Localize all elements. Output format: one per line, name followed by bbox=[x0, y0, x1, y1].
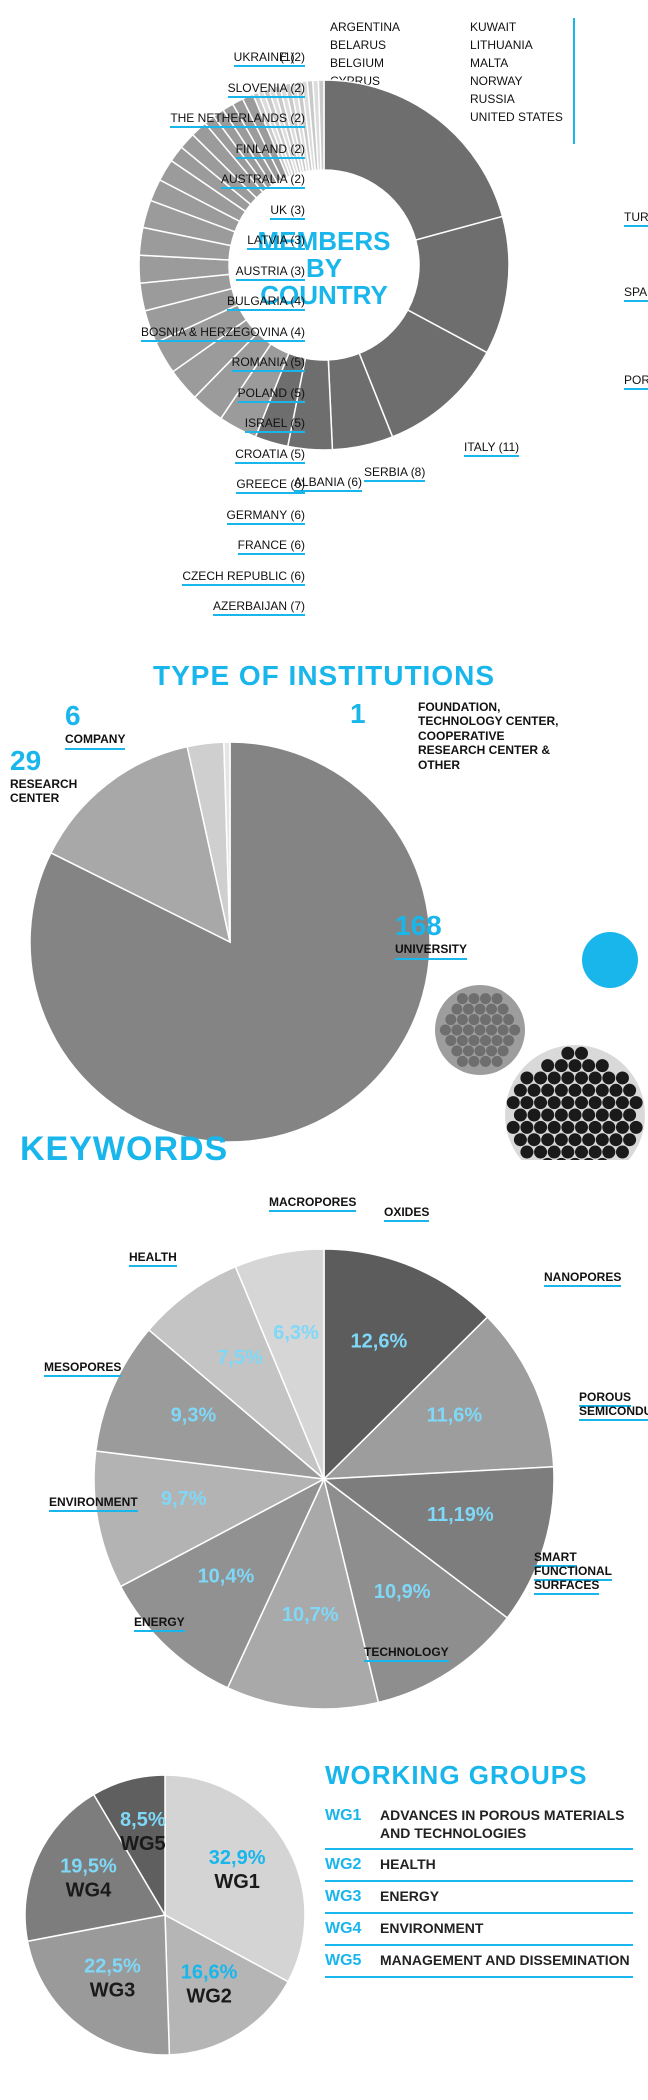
svg-text:8,5%: 8,5% bbox=[120, 1809, 166, 1831]
keyword-label-health: HEALTH bbox=[129, 1250, 177, 1264]
country-label-portugal: PORTUGAL (23) bbox=[624, 373, 648, 387]
working-group-desc-wg4: ENVIRONMENT bbox=[380, 1920, 483, 1938]
country-label-ukraine: UKRAINE (2) bbox=[5, 50, 305, 64]
svg-text:32,9%: 32,9% bbox=[209, 1847, 266, 1869]
keyword-label-mesopores: MESOPORES bbox=[44, 1360, 121, 1374]
country-label-croatia: CROATIA (5) bbox=[5, 447, 305, 461]
svg-text:WG1: WG1 bbox=[214, 1871, 260, 1893]
working-group-code-wg5: WG5 bbox=[325, 1952, 380, 1970]
institutions-label-research: 29 bbox=[10, 745, 41, 777]
country-label-spain: SPAIN (25) bbox=[624, 285, 648, 299]
working-group-row-wg1: WG1 ADVANCES IN POROUS MATERIALS AND TECH… bbox=[325, 1801, 633, 1850]
keyword-label-smart-functional: SMART FUNCTIONAL SURFACES bbox=[534, 1550, 648, 1592]
type-of-institutions-section: TYPE OF INSTITUTIONS 168 UNIVERSITY 29 R… bbox=[0, 650, 648, 1110]
working-group-desc-wg3: ENERGY bbox=[380, 1888, 439, 1906]
working-group-code-wg3: WG3 bbox=[325, 1888, 380, 1906]
svg-text:19,5%: 19,5% bbox=[60, 1855, 117, 1877]
institutions-label-company-text: COMPANY bbox=[65, 732, 125, 750]
working-groups-pie-chart: 32,9%WG1 16,6%WG2 22,5%WG3 19,5%WG4 8,5%WG5 bbox=[15, 1750, 315, 2080]
working-groups-title: WORKING GROUPS bbox=[325, 1750, 633, 1801]
country-label-greece: GREECE (6) bbox=[5, 477, 305, 491]
keyword-label-nanopores: NANOPORES bbox=[544, 1270, 621, 1284]
country-label-bosnia---herzegovina: BOSNIA & HERZEGOVINA (4) bbox=[5, 325, 305, 339]
institutions-label-other: 1 bbox=[350, 698, 366, 730]
working-group-row-wg5: WG5 MANAGEMENT AND DISSEMINATION bbox=[325, 1946, 633, 1978]
svg-text:22,5%: 22,5% bbox=[84, 1956, 141, 1978]
country-label-finland: FINLAND (2) bbox=[5, 142, 305, 156]
country-label-turkey: TURKEY (43) bbox=[624, 210, 648, 224]
keyword-label-technology: TECHNOLOGY bbox=[364, 1645, 449, 1659]
institutions-label-other-text: FOUNDATION, TECHNOLOGY CENTER, COOPERATI… bbox=[418, 700, 558, 772]
working-group-row-wg4: WG4 ENVIRONMENT bbox=[325, 1914, 633, 1946]
keyword-label-porous: POROUSSEMICONDUCTORS bbox=[579, 1390, 648, 1418]
keyword-label-energy: ENERGY bbox=[134, 1615, 185, 1629]
svg-text:16,6%: 16,6% bbox=[181, 1961, 238, 1983]
country-label-the-netherlands: THE NETHERLANDS (2) bbox=[5, 111, 305, 125]
country-label-poland: POLAND (5) bbox=[5, 386, 305, 400]
working-group-row-wg3: WG3 ENERGY bbox=[325, 1882, 633, 1914]
keyword-label-macropores: MACROPORES bbox=[269, 1195, 356, 1209]
working-group-code-wg4: WG4 bbox=[325, 1920, 380, 1938]
working-groups-table: WG1 ADVANCES IN POROUS MATERIALS AND TECH… bbox=[325, 1801, 633, 1978]
country-label-romania: ROMANIA (5) bbox=[5, 355, 305, 369]
working-group-desc-wg2: HEALTH bbox=[380, 1856, 436, 1874]
svg-text:WG3: WG3 bbox=[90, 1980, 136, 2002]
country-label-bulgaria: BULGARIA (4) bbox=[5, 294, 305, 308]
svg-text:WG2: WG2 bbox=[186, 1985, 232, 2007]
country-label-slovenia: SLOVENIA (2) bbox=[5, 81, 305, 95]
working-group-desc-wg5: MANAGEMENT AND DISSEMINATION bbox=[380, 1952, 630, 1970]
country-label-france: FRANCE (6) bbox=[5, 538, 305, 552]
country-label-serbia: SERBIA (8) bbox=[364, 465, 425, 479]
working-group-desc-wg1: ADVANCES IN POROUS MATERIALS AND TECHNOL… bbox=[380, 1807, 633, 1842]
svg-text:WG5: WG5 bbox=[120, 1833, 166, 1855]
keywords-section: KEYWORDS 12,6% 11,6% 11,19% 10,9% 10,7% 10,4%… bbox=[0, 1120, 648, 1740]
working-groups-section: 32,9% WG1 16,6% WG2 22,5% WG3 19,5% WG4 8,5% WG5 … bbox=[0, 1750, 648, 2100]
keyword-leader-labels: OXIDES NANOPORES POROUSSEMICONDUCTORS SMART… bbox=[0, 1120, 648, 1740]
country-label-azerbaijan: AZERBAIJAN (7) bbox=[5, 599, 305, 613]
country-label-latvia: LATVIA (3) bbox=[5, 233, 305, 247]
country-label-austria: AUSTRIA (3) bbox=[5, 264, 305, 278]
keyword-label-oxides: OXIDES bbox=[384, 1205, 429, 1219]
svg-text:WG4: WG4 bbox=[66, 1879, 112, 1901]
country-label-australia: AUSTRALIA (2) bbox=[5, 172, 305, 186]
working-group-row-wg2: WG2 HEALTH bbox=[325, 1850, 633, 1882]
country-label-israel: ISRAEL (5) bbox=[5, 416, 305, 430]
members-by-country-section: ARGENTINA BELARUS BELGIUM CYPRUS ECUADOR… bbox=[0, 0, 648, 640]
working-group-code-wg2: WG2 bbox=[325, 1856, 380, 1874]
country-leader-labels: TURKEY (43) SPAIN (25) PORTUGAL (23) ITALY … bbox=[0, 0, 648, 640]
working-group-code-wg1: WG1 bbox=[325, 1807, 380, 1825]
country-label-czech-republic: CZECH REPUBLIC (6) bbox=[5, 569, 305, 583]
institutions-label-company: 6 bbox=[65, 700, 81, 732]
country-label-germany: GERMANY (6) bbox=[5, 508, 305, 522]
country-label-uk: UK (3) bbox=[5, 203, 305, 217]
keyword-label-environment: ENVIRONMENT bbox=[49, 1495, 138, 1509]
country-label-italy: ITALY (11) bbox=[464, 440, 519, 454]
institutions-label-research-text: RESEARCH CENTER bbox=[10, 777, 77, 806]
